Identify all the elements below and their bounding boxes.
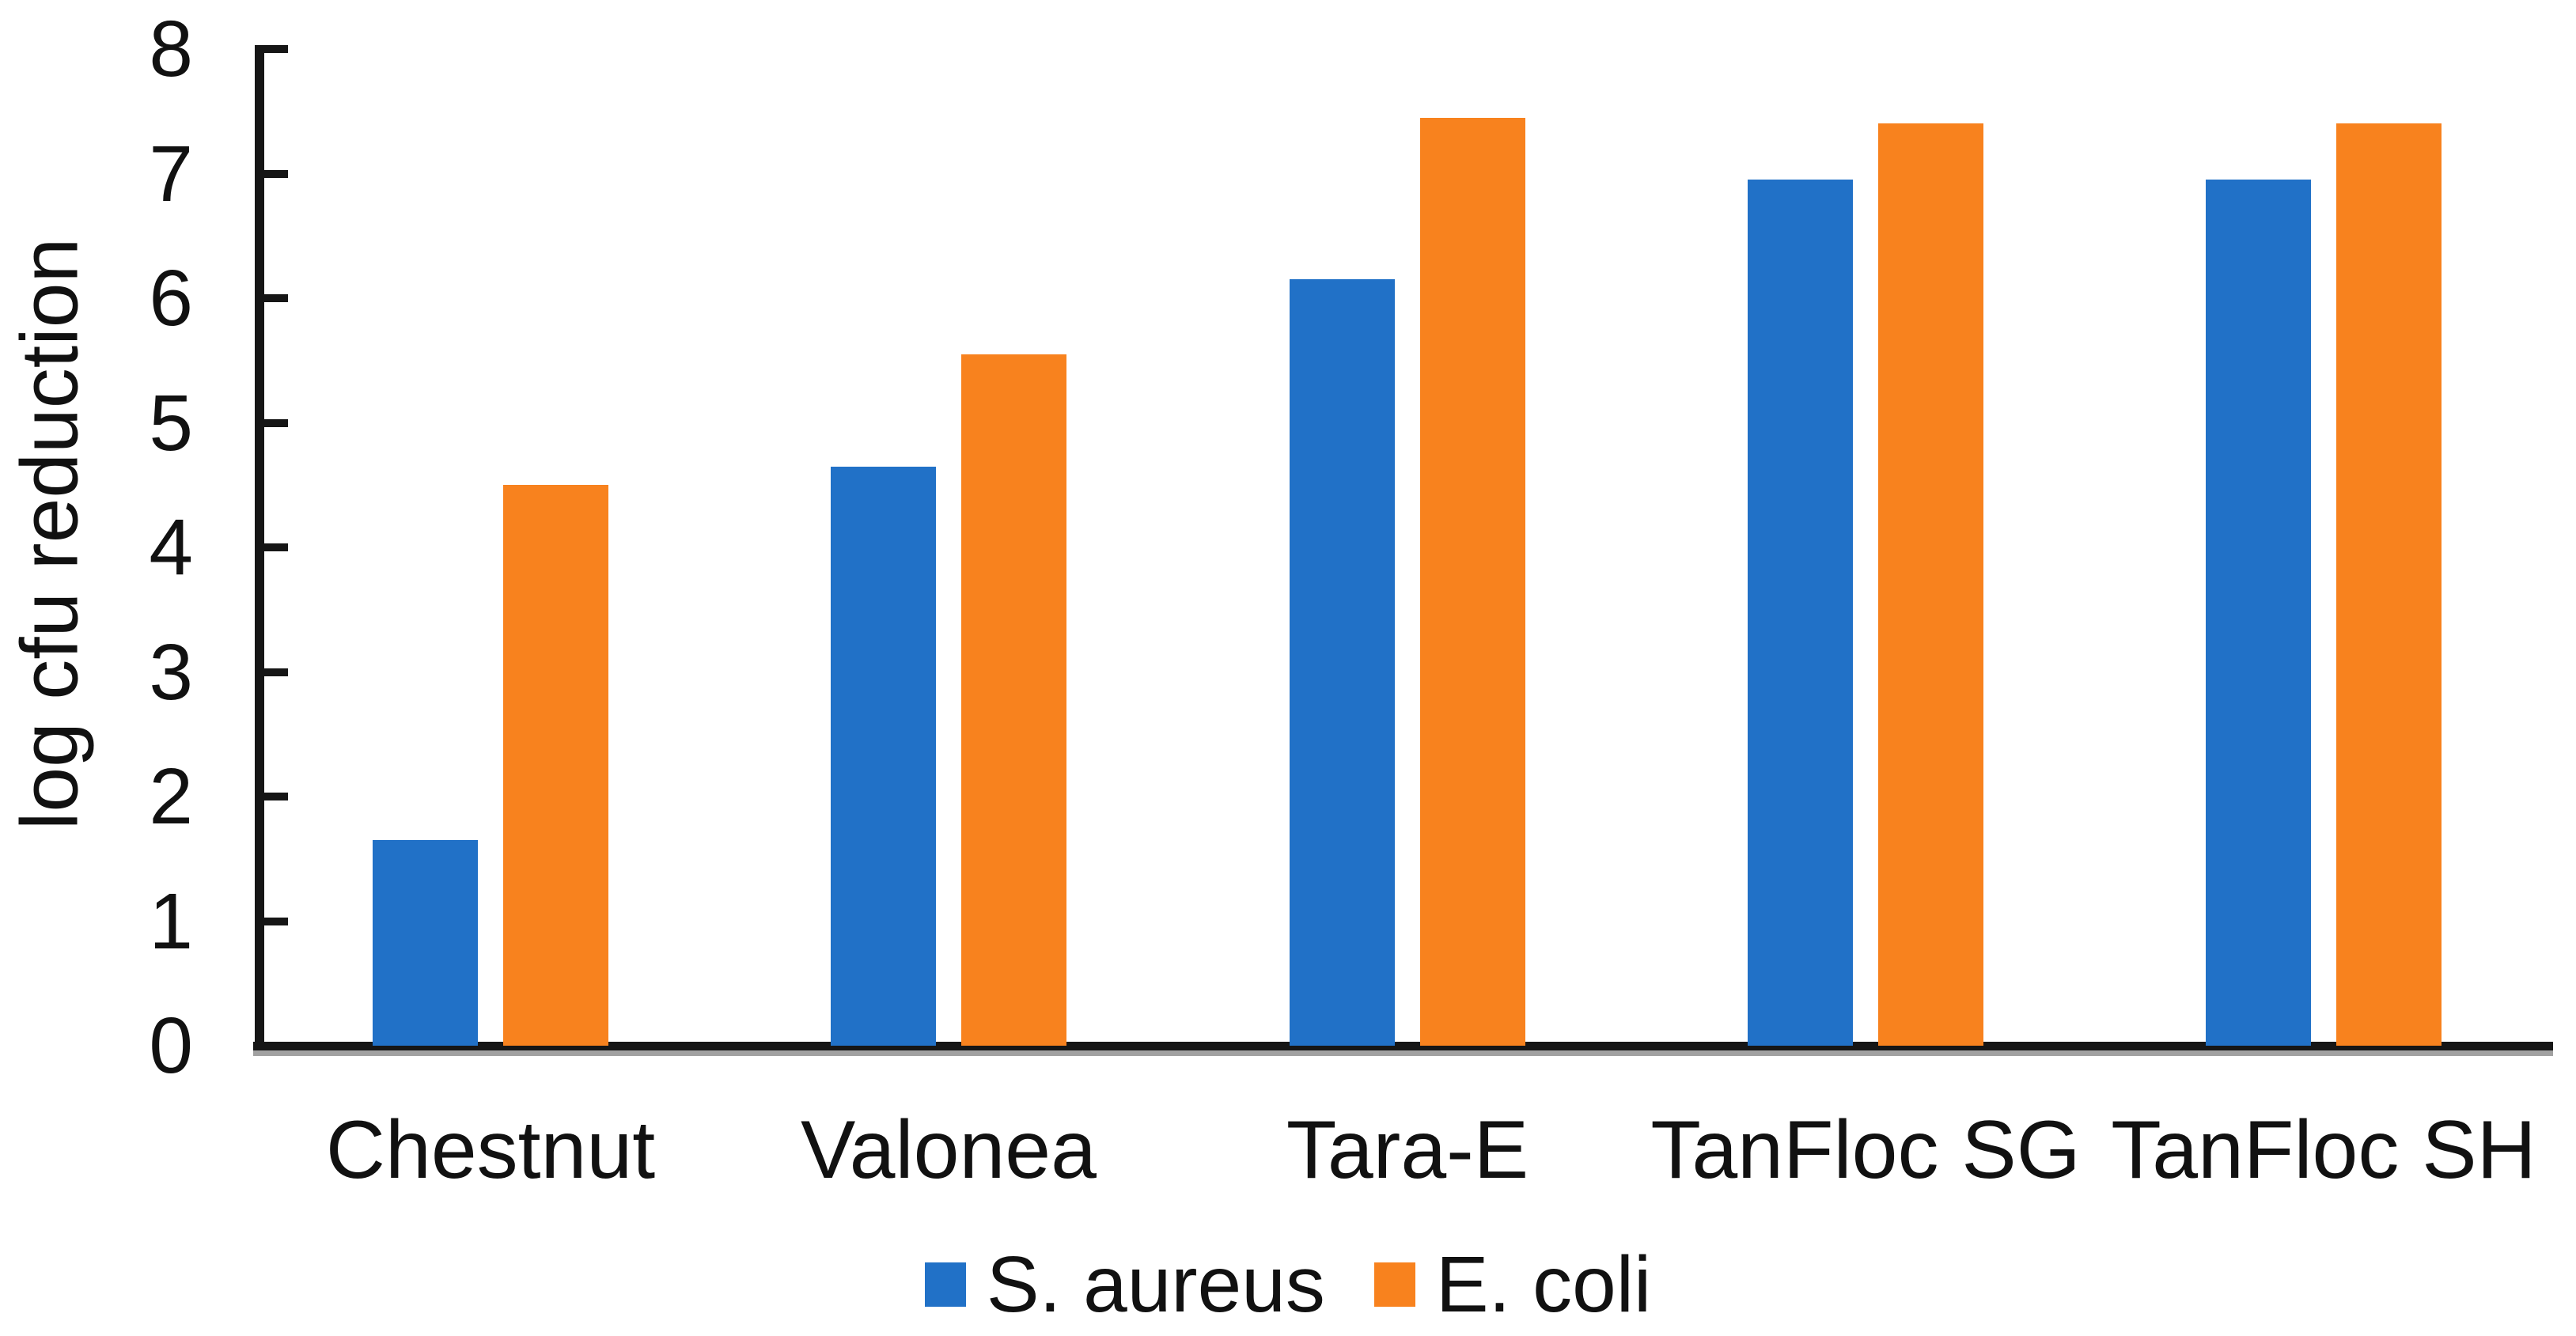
- bar-e-coli-chestnut: [503, 485, 608, 1046]
- bar-s-aureus-chestnut: [373, 840, 478, 1046]
- legend-label-e-coli: E. coli: [1435, 1240, 1652, 1329]
- legend-swatch-e-coli: [1373, 1262, 1415, 1307]
- bar-s-aureus-tara-e: [1290, 279, 1395, 1046]
- bar-e-coli-tara-e: [1420, 118, 1525, 1046]
- legend: S. aureus E. coli: [0, 1243, 2576, 1326]
- y-tick-label-2: 2: [149, 752, 193, 841]
- bar-e-coli-valonea: [961, 354, 1066, 1046]
- y-tick-mark-8: [255, 45, 288, 53]
- y-tick-mark-6: [255, 294, 288, 302]
- y-tick-mark-1: [255, 917, 288, 925]
- legend-swatch-s-aureus: [924, 1262, 966, 1307]
- x-category-label-chestnut: Chestnut: [325, 1104, 656, 1196]
- x-category-label-tanfloc-sg: TanFloc SG: [1650, 1104, 2081, 1196]
- y-tick-label-1: 1: [149, 876, 193, 966]
- y-tick-mark-3: [255, 668, 288, 676]
- bar-s-aureus-tanfloc-sh: [2206, 180, 2311, 1046]
- y-tick-mark-2: [255, 793, 288, 800]
- y-tick-label-7: 7: [149, 129, 193, 218]
- y-tick-label-3: 3: [149, 627, 193, 717]
- y-tick-label-8: 8: [149, 5, 193, 93]
- y-tick-mark-7: [255, 169, 288, 178]
- y-tick-label-5: 5: [149, 378, 193, 467]
- legend-item-s-aureus: S. aureus: [924, 1240, 1325, 1329]
- y-tick-label-4: 4: [149, 503, 193, 592]
- y-tick-mark-5: [255, 418, 288, 427]
- y-tick-mark-4: [255, 543, 288, 551]
- legend-item-e-coli: E. coli: [1373, 1240, 1652, 1329]
- y-tick-mark-0: [255, 1042, 288, 1050]
- x-category-label-tanfloc-sh: TanFloc SH: [2111, 1104, 2536, 1196]
- y-tick-label-0: 0: [149, 1001, 193, 1090]
- legend-label-s-aureus: S. aureus: [986, 1240, 1325, 1329]
- y-tick-label-6: 6: [149, 254, 193, 343]
- x-category-label-tara-e: Tara-E: [1286, 1104, 1529, 1196]
- bar-s-aureus-tanfloc-sg: [1748, 180, 1853, 1046]
- x-category-label-valonea: Valonea: [801, 1104, 1097, 1196]
- bar-s-aureus-valonea: [831, 467, 936, 1046]
- x-axis-line: [253, 1042, 2553, 1050]
- bar-e-coli-tanfloc-sh: [2336, 123, 2442, 1046]
- bar-e-coli-tanfloc-sg: [1878, 123, 1983, 1046]
